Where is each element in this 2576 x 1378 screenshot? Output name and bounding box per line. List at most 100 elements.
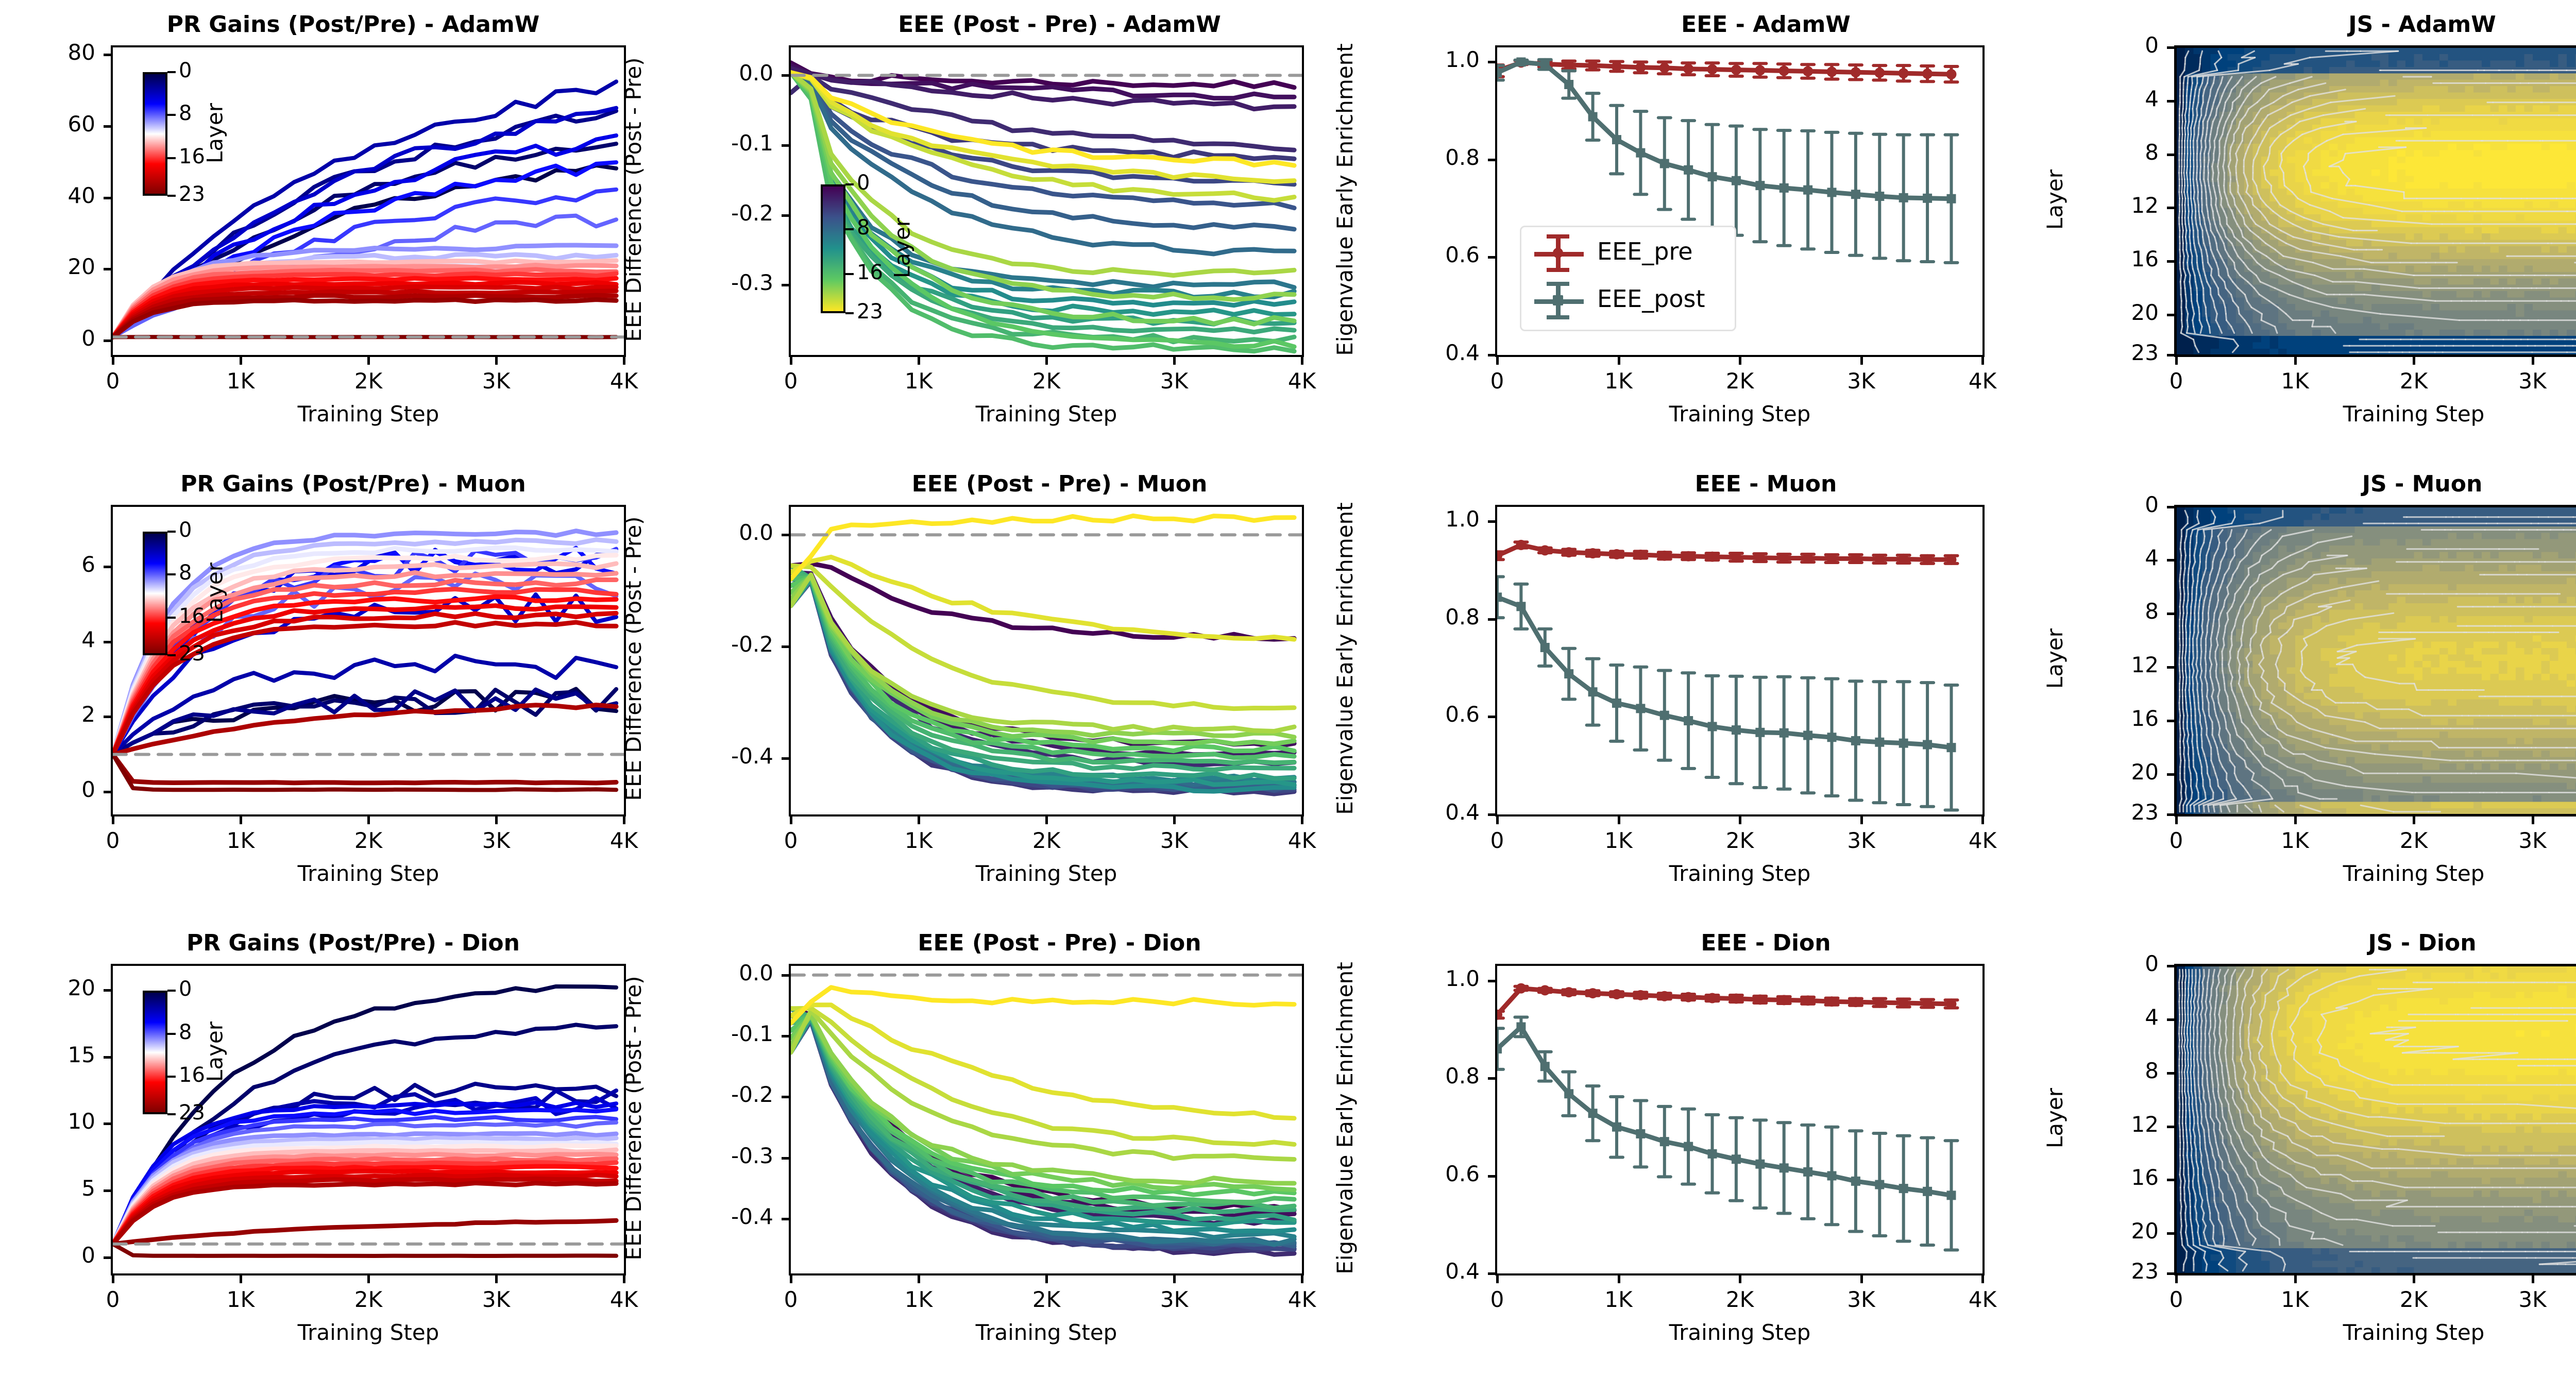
x-tick-label: 3K [2518,368,2547,394]
y-tick-mark [2167,813,2175,816]
x-tick-label: 4K [1287,827,1316,853]
x-tick-mark [1860,1275,1863,1284]
y-axis-label: Layer [2042,628,2067,689]
y-tick-mark [104,790,112,793]
x-tick-label: 1K [1604,368,1633,394]
plot-canvas-js [2177,966,2576,1273]
y-tick-label: 20 [2131,759,2159,785]
x-tick-label: 2K [1725,827,1754,853]
x-tick-label: 1K [226,827,255,853]
y-tick-mark [2167,207,2175,210]
legend-swatch-cap-top [1547,282,1569,286]
y-tick-label: 12 [2131,193,2159,218]
plot-canvas-js [2177,507,2576,814]
layer-cbar-tick-mark [167,195,176,197]
layer-colorbar-pr [143,991,167,1115]
x-tick-mark [2413,815,2415,824]
x-tick-mark [1301,356,1303,365]
y-tick-mark [2167,719,2175,722]
x-tick-label: 4K [1968,827,1997,853]
y-tick-mark [782,1217,790,1220]
panel-pr-adamw: PR Gains (Post/Pre) - AdamW 0 1K 2K 3K 4K Trai… [0,0,706,460]
x-tick-mark [1496,815,1499,824]
layer-cbar-tick-label: 23 [179,182,205,206]
x-axis-label: Training Step [297,1320,439,1346]
y-tick-mark [1488,354,1496,356]
panel-title-eee_diff-muon: EEE (Post - Pre) - Muon [911,470,1208,497]
layer-cbar-tick-mark [845,228,854,230]
x-tick-mark [112,356,114,365]
layer-cbar-tick-label: 16 [179,144,205,168]
x-tick-label: 2K [1032,368,1061,394]
x-tick-label: 4K [609,1287,638,1313]
x-tick-label: 2K [354,368,383,394]
layer-cbar-title: Layer [889,217,915,279]
layer-cbar-title: Layer [202,1022,228,1082]
x-tick-mark [1045,815,1048,824]
y-tick-label: 0.4 [1445,340,1480,365]
layer-cbar-tick-label: 16 [179,604,205,628]
x-tick-mark [1301,815,1303,824]
y-tick-label: 4 [2145,1005,2159,1030]
plot-area-pr [111,964,626,1276]
y-tick-label: 0.0 [739,519,773,545]
layer-cbar-tick-label: 8 [179,561,192,585]
y-tick-label: 80 [67,39,95,65]
plot-area-js [2174,964,2576,1276]
x-tick-label: 4K [1287,368,1316,394]
x-tick-mark [1981,356,1984,365]
panel-title-eee-muon: EEE - Muon [1694,470,1837,497]
x-tick-label: 3K [2518,1287,2547,1313]
y-tick-mark [2167,559,2175,562]
plot-area-eee [1495,964,1985,1276]
y-axis-label: EEE Difference (Post - Pre) [620,976,646,1261]
x-tick-label: 0 [106,827,120,853]
y-tick-label: 0.0 [739,960,773,985]
plot-area-js [2174,504,2576,816]
y-tick-label: 12 [2131,1111,2159,1137]
plot-canvas-pr [113,528,624,792]
y-tick-mark [782,74,790,77]
y-tick-label: -0.1 [731,130,773,156]
x-tick-label: 4K [1968,368,1997,394]
x-tick-mark [2531,356,2534,365]
x-tick-mark [240,815,242,824]
x-tick-label: 3K [1160,368,1189,394]
legend-label: EEE_pre [1597,237,1693,265]
layer-cbar-tick-label: 16 [857,260,883,284]
y-tick-mark [782,144,790,147]
x-axis-label: Training Step [975,860,1117,886]
y-tick-label: 2 [81,702,95,727]
x-tick-label: 1K [226,368,255,394]
y-tick-label: 0 [81,776,95,802]
y-tick-label: 40 [67,182,95,208]
y-axis-label: EEE Difference (Post - Pre) [620,57,646,342]
y-tick-label: 16 [2131,705,2159,731]
y-tick-label: 1.0 [1445,506,1480,532]
x-tick-label: 1K [1604,827,1633,853]
x-axis-label: Training Step [975,401,1117,427]
x-axis-label: Training Step [1669,401,1811,427]
y-axis-label: Eigenvalue Early Enrichment [1332,43,1358,356]
x-axis-label: Training Step [2343,860,2485,886]
plot-area-eee_diff [789,45,1304,357]
x-tick-label: 0 [2169,368,2183,394]
y-tick-label: 23 [2131,1258,2159,1284]
x-tick-mark [2413,1275,2415,1284]
plot-area-pr [111,45,626,357]
x-tick-label: 3K [1847,368,1875,394]
layer-cbar-tick-label: 16 [179,1063,205,1087]
y-axis-label: Eigenvalue Early Enrichment [1332,502,1358,815]
legend-swatch-cap-bottom [1547,268,1569,272]
plot-canvas-eee_diff [791,513,1302,796]
x-tick-mark [623,356,625,365]
y-tick-label: 20 [67,254,95,280]
panel-title-eee_diff-adamw: EEE (Post - Pre) - AdamW [898,11,1221,38]
plot-canvas-eee_diff [791,60,1302,354]
x-tick-label: 1K [2281,827,2309,853]
layer-cbar-tick-label: 0 [179,518,192,542]
x-tick-label: 0 [106,1287,120,1313]
y-tick-mark [104,1189,112,1193]
x-tick-label: 2K [1725,368,1754,394]
